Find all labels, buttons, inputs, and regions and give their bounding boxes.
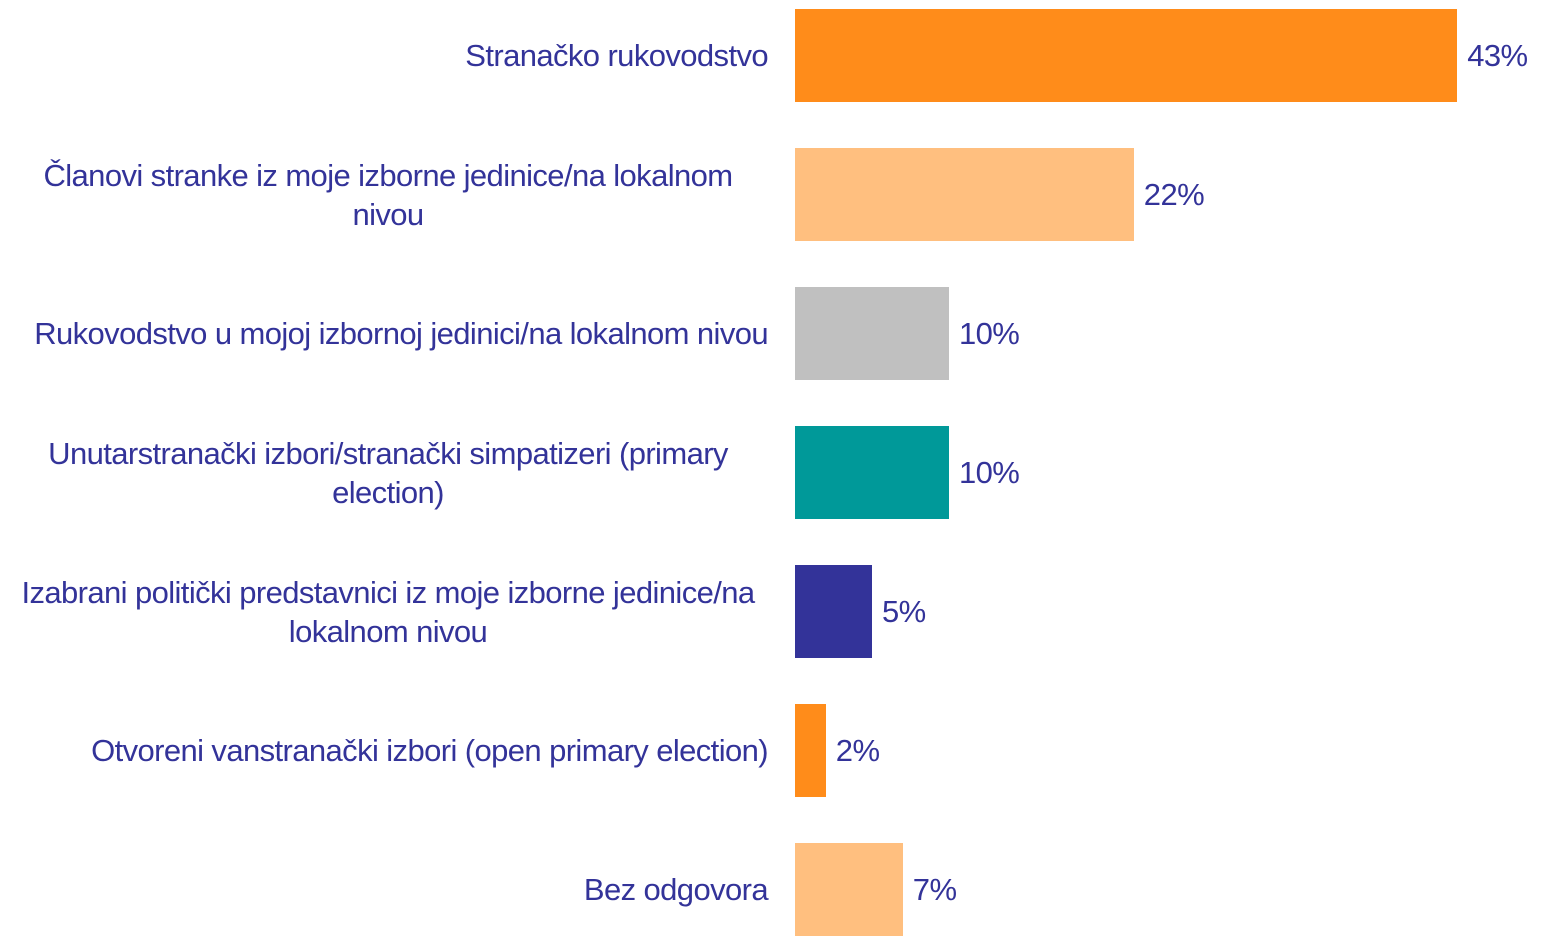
value-label: 7% [912,872,957,907]
category-label-box: Stranačko rukovodstvo [0,9,768,102]
bar [795,565,872,658]
category-label-box: Rukovodstvo u mojoj izbornoj jedinici/na… [0,287,768,380]
category-label-box: Otvoreni vanstranački izbori (open prima… [0,704,769,797]
category-label: Otvoreni vanstranački izbori (open prima… [91,733,769,768]
category-label: Stranačko rukovodstvo [465,38,768,73]
value-label: 10% [959,316,1020,351]
bar [795,843,903,936]
value-label: 2% [835,733,880,768]
bar [795,704,826,797]
bar [795,9,1458,102]
value-label: 10% [959,455,1020,490]
category-label-box: Bez odgovora [0,843,769,936]
value-label: 43% [1467,38,1528,73]
category-label: Članovi stranke iz moje izborne jedinice… [43,157,733,232]
category-label: Bez odgovora [583,872,769,907]
bar [795,148,1134,241]
bar [795,287,949,380]
value-label: 5% [882,594,926,629]
value-label: 22% [1143,177,1205,212]
category-label: Izabrani politički predstavnici iz moje … [21,574,755,649]
bar [795,426,949,519]
category-label: Unutarstranački izbori/stranački simpati… [48,435,728,510]
category-label-box: Članovi stranke iz moje izborne jedinice… [0,148,768,241]
category-label-box: Izabrani politički predstavnici iz moje … [0,565,768,658]
category-label-box: Unutarstranački izbori/stranački simpati… [0,426,768,519]
category-label: Rukovodstvo u mojoj izbornoj jedinici/na… [34,316,768,351]
